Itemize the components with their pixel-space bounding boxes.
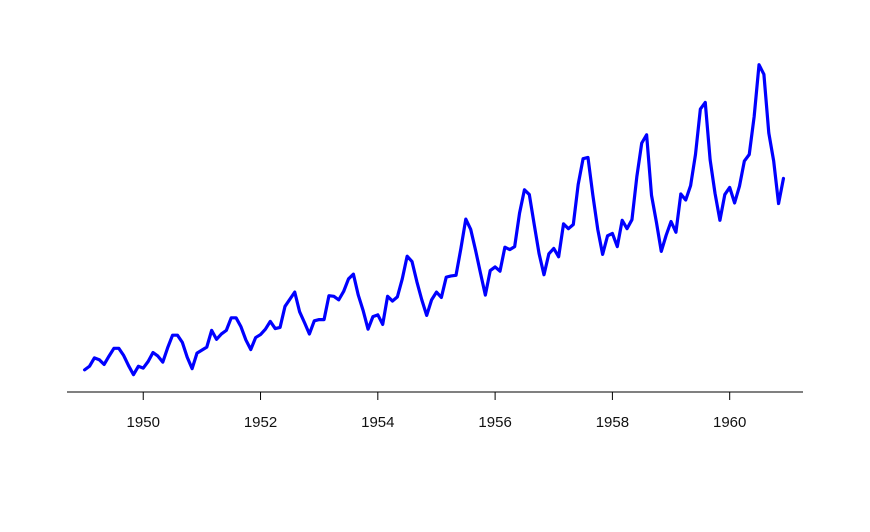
x-tick-label: 1954	[361, 414, 394, 431]
series-line-0	[82, 63, 786, 377]
series-lines	[82, 63, 786, 377]
x-tick-label: 1950	[127, 414, 160, 431]
x-tick-label: 1960	[713, 414, 746, 431]
x-tick-label: 1958	[596, 414, 629, 431]
x-tick-label: 1956	[478, 414, 511, 431]
x-axis-ticks: 1950 1952 1954 1956 1958 1960	[127, 392, 746, 431]
x-tick-label: 1952	[244, 414, 277, 431]
